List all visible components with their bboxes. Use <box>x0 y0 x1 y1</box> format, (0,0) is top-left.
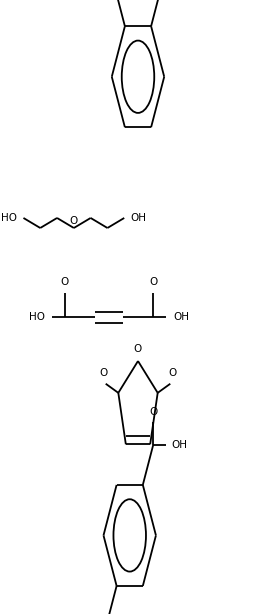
Text: O: O <box>149 407 157 417</box>
Text: O: O <box>70 216 78 225</box>
Text: HO: HO <box>29 313 45 322</box>
Text: O: O <box>134 344 142 354</box>
Text: O: O <box>61 277 69 287</box>
Text: O: O <box>149 277 157 287</box>
Text: OH: OH <box>130 213 146 223</box>
Text: OH: OH <box>173 313 189 322</box>
Text: O: O <box>99 368 108 378</box>
Text: HO: HO <box>1 213 17 223</box>
Text: OH: OH <box>172 440 188 450</box>
Text: O: O <box>168 368 177 378</box>
